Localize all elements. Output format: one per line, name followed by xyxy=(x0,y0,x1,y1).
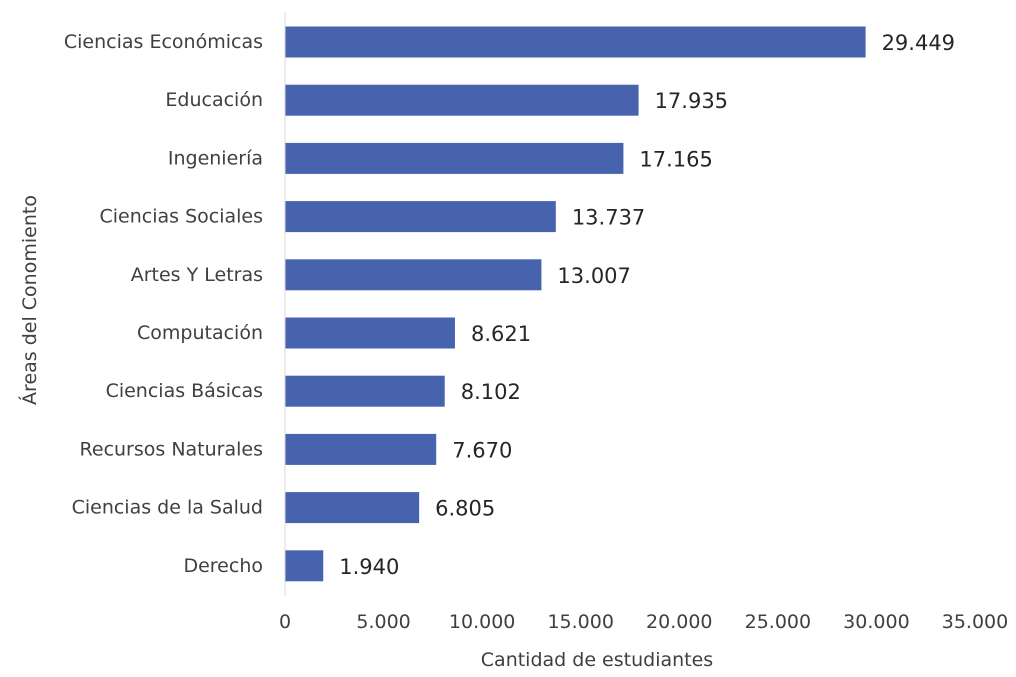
category-label-3: Ciencias Sociales xyxy=(99,206,263,228)
x-tick-label-4: 20.000 xyxy=(646,611,712,633)
bar-3 xyxy=(285,201,556,233)
data-label-7: 7.670 xyxy=(452,438,512,462)
data-label-5: 8.621 xyxy=(471,322,531,346)
bar-1 xyxy=(285,84,639,116)
y-axis-title: Áreas del Conomiento xyxy=(18,195,41,405)
bars-group xyxy=(285,26,866,582)
x-axis-ticks: 0 5.000 10.000 15.000 20.000 25.000 30.000 35.0… xyxy=(279,611,1008,633)
data-label-3: 13.737 xyxy=(572,206,645,230)
bar-0 xyxy=(285,26,866,58)
data-label-0: 29.449 xyxy=(882,31,955,55)
x-tick-label-1: 5.000 xyxy=(356,611,410,633)
x-tick-label-2: 10.000 xyxy=(449,611,515,633)
data-label-9: 1.940 xyxy=(339,555,399,579)
category-label-6: Ciencias Básicas xyxy=(106,380,263,402)
category-label-9: Derecho xyxy=(183,555,263,577)
x-tick-label-3: 15.000 xyxy=(547,611,613,633)
bar-4 xyxy=(285,259,542,291)
category-label-7: Recursos Naturales xyxy=(80,438,263,460)
data-label-1: 17.935 xyxy=(655,89,728,113)
data-label-2: 17.165 xyxy=(639,147,712,171)
category-label-0: Ciencias Económicas xyxy=(64,31,263,53)
category-label-4: Artes Y Letras xyxy=(131,264,263,286)
category-labels: Ciencias Económicas Educación Ingeniería Ci… xyxy=(64,31,263,577)
bar-6 xyxy=(285,375,445,407)
bar-8 xyxy=(285,492,420,524)
bar-2 xyxy=(285,142,624,174)
x-tick-label-0: 0 xyxy=(279,611,291,633)
data-label-4: 13.007 xyxy=(557,264,630,288)
data-label-8: 6.805 xyxy=(435,497,495,521)
category-label-2: Ingeniería xyxy=(168,147,263,169)
bar-7 xyxy=(285,433,437,465)
data-labels: 29.449 17.935 17.165 13.737 13.007 8.621 8.102… xyxy=(339,31,955,579)
x-tick-label-6: 30.000 xyxy=(843,611,909,633)
bar-5 xyxy=(285,317,455,349)
bar-9 xyxy=(285,550,324,582)
x-axis-title: Cantidad de estudiantes xyxy=(481,649,713,671)
category-label-5: Computación xyxy=(137,322,263,344)
category-label-1: Educación xyxy=(165,89,263,111)
category-label-8: Ciencias de la Salud xyxy=(72,497,263,519)
data-label-6: 8.102 xyxy=(461,380,521,404)
x-tick-label-5: 25.000 xyxy=(745,611,811,633)
x-tick-label-7: 35.000 xyxy=(942,611,1008,633)
